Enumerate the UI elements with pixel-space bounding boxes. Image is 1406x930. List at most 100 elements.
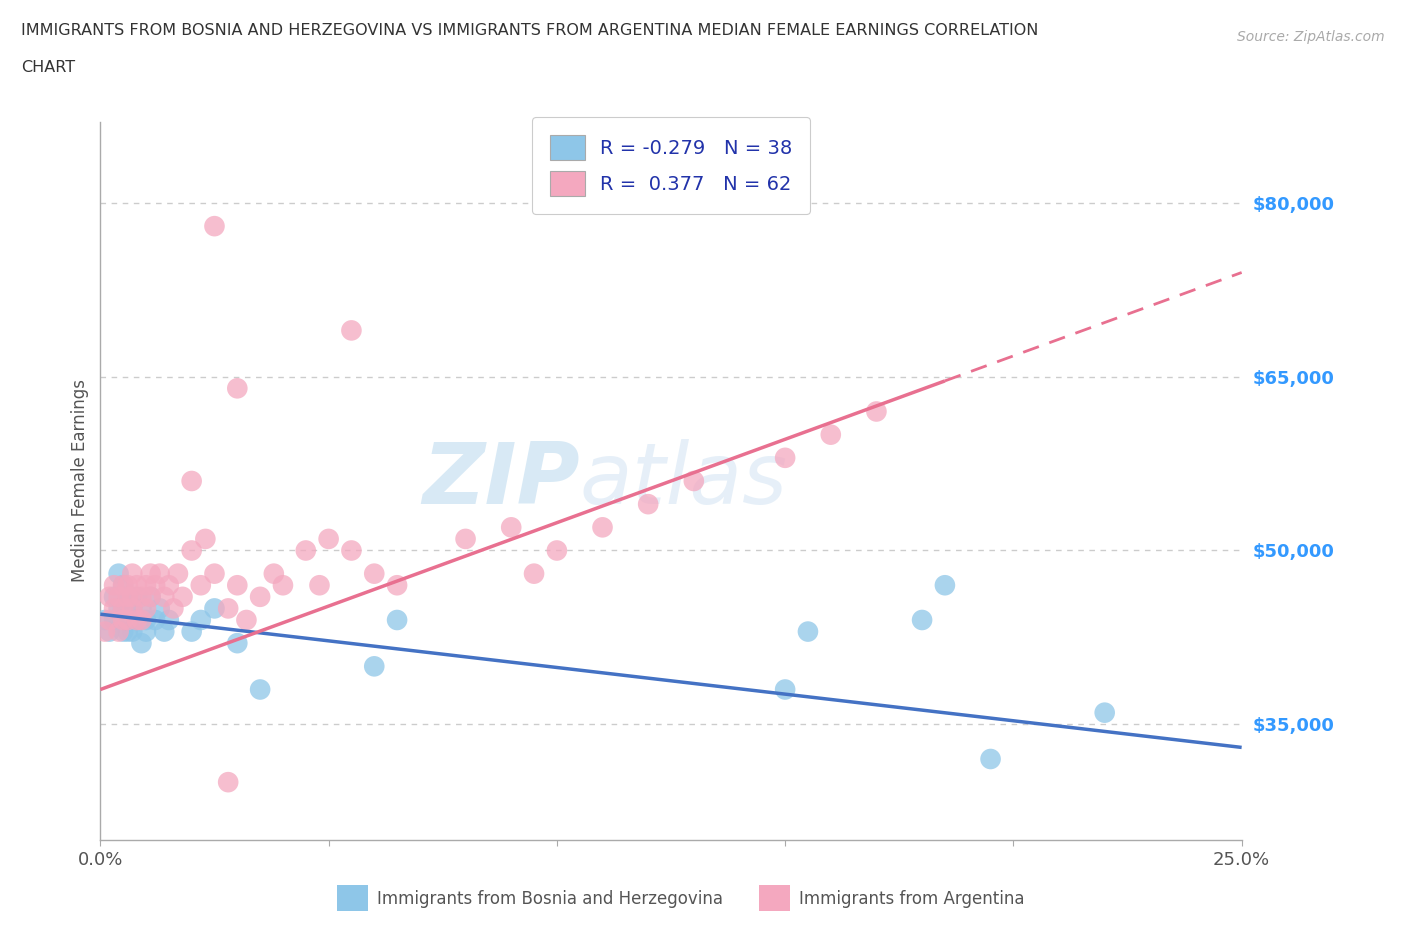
Point xyxy=(263,566,285,581)
Point xyxy=(162,601,184,616)
Point xyxy=(153,590,176,604)
Point xyxy=(112,613,135,628)
Point xyxy=(103,578,125,592)
Text: CHART: CHART xyxy=(21,60,75,75)
Point xyxy=(249,682,271,697)
Point xyxy=(157,578,180,592)
Point xyxy=(121,601,143,616)
Point xyxy=(934,578,956,592)
Point xyxy=(157,613,180,628)
Point xyxy=(1094,705,1116,720)
Point xyxy=(637,497,659,512)
Point xyxy=(385,613,408,628)
Point xyxy=(103,613,125,628)
Point xyxy=(592,520,614,535)
Point xyxy=(180,624,202,639)
Point xyxy=(117,613,139,628)
Point xyxy=(190,578,212,592)
Text: Immigrants from Bosnia and Herzegovina: Immigrants from Bosnia and Herzegovina xyxy=(377,890,723,909)
Point xyxy=(135,613,157,628)
Point xyxy=(131,613,153,628)
Point xyxy=(180,473,202,488)
Y-axis label: Median Female Earnings: Median Female Earnings xyxy=(72,379,89,582)
Point xyxy=(501,520,523,535)
Point xyxy=(107,566,129,581)
Point xyxy=(103,601,125,616)
Point xyxy=(121,566,143,581)
Point xyxy=(135,578,157,592)
Point xyxy=(139,590,162,604)
Point xyxy=(204,566,226,581)
Point xyxy=(139,590,162,604)
Point xyxy=(980,751,1002,766)
Point xyxy=(125,578,148,592)
Point xyxy=(308,578,330,592)
Point xyxy=(98,590,121,604)
Point xyxy=(340,323,363,338)
Point xyxy=(117,590,139,604)
Legend: R = -0.279   N = 38, R =  0.377   N = 62: R = -0.279 N = 38, R = 0.377 N = 62 xyxy=(531,117,810,214)
Point xyxy=(117,578,139,592)
Point xyxy=(797,624,820,639)
Point xyxy=(112,601,135,616)
Text: ZIP: ZIP xyxy=(422,440,579,523)
Text: Immigrants from Argentina: Immigrants from Argentina xyxy=(799,890,1024,909)
Text: Source: ZipAtlas.com: Source: ZipAtlas.com xyxy=(1237,30,1385,44)
Point xyxy=(363,566,385,581)
Point xyxy=(94,613,117,628)
Point xyxy=(103,590,125,604)
Point xyxy=(363,658,385,673)
Point xyxy=(117,624,139,639)
Point xyxy=(107,624,129,639)
Point xyxy=(190,613,212,628)
Point xyxy=(107,601,129,616)
Point xyxy=(131,601,153,616)
Point xyxy=(107,590,129,604)
Point xyxy=(682,473,704,488)
Point xyxy=(112,578,135,592)
Point xyxy=(385,578,408,592)
Point xyxy=(773,450,796,465)
Point xyxy=(117,590,139,604)
Point xyxy=(773,682,796,697)
Point xyxy=(112,578,135,592)
Point xyxy=(125,590,148,604)
Point xyxy=(294,543,316,558)
Point xyxy=(121,590,143,604)
Point xyxy=(523,566,546,581)
Text: IMMIGRANTS FROM BOSNIA AND HERZEGOVINA VS IMMIGRANTS FROM ARGENTINA MEDIAN FEMAL: IMMIGRANTS FROM BOSNIA AND HERZEGOVINA V… xyxy=(21,23,1039,38)
Point xyxy=(112,601,135,616)
Point xyxy=(546,543,568,558)
Point xyxy=(143,613,166,628)
Point xyxy=(125,613,148,628)
Point xyxy=(249,590,271,604)
Point xyxy=(204,601,226,616)
Point xyxy=(271,578,294,592)
Point xyxy=(117,613,139,628)
Point xyxy=(139,566,162,581)
Point xyxy=(226,381,249,396)
Point xyxy=(217,601,239,616)
Point xyxy=(153,624,176,639)
Point xyxy=(131,636,153,651)
Point xyxy=(149,566,172,581)
Point xyxy=(112,624,135,639)
Text: atlas: atlas xyxy=(579,440,787,523)
Point xyxy=(167,566,190,581)
Point xyxy=(125,613,148,628)
Point xyxy=(98,613,121,628)
Point xyxy=(820,427,842,442)
Point xyxy=(340,543,363,558)
Point xyxy=(180,543,202,558)
Point xyxy=(131,590,153,604)
Point xyxy=(204,219,226,233)
Point xyxy=(172,590,194,604)
Point xyxy=(98,624,121,639)
Point xyxy=(235,613,257,628)
Point xyxy=(226,578,249,592)
Point xyxy=(121,624,143,639)
Point xyxy=(149,601,172,616)
Point xyxy=(454,531,477,546)
Point xyxy=(217,775,239,790)
Point xyxy=(121,601,143,616)
